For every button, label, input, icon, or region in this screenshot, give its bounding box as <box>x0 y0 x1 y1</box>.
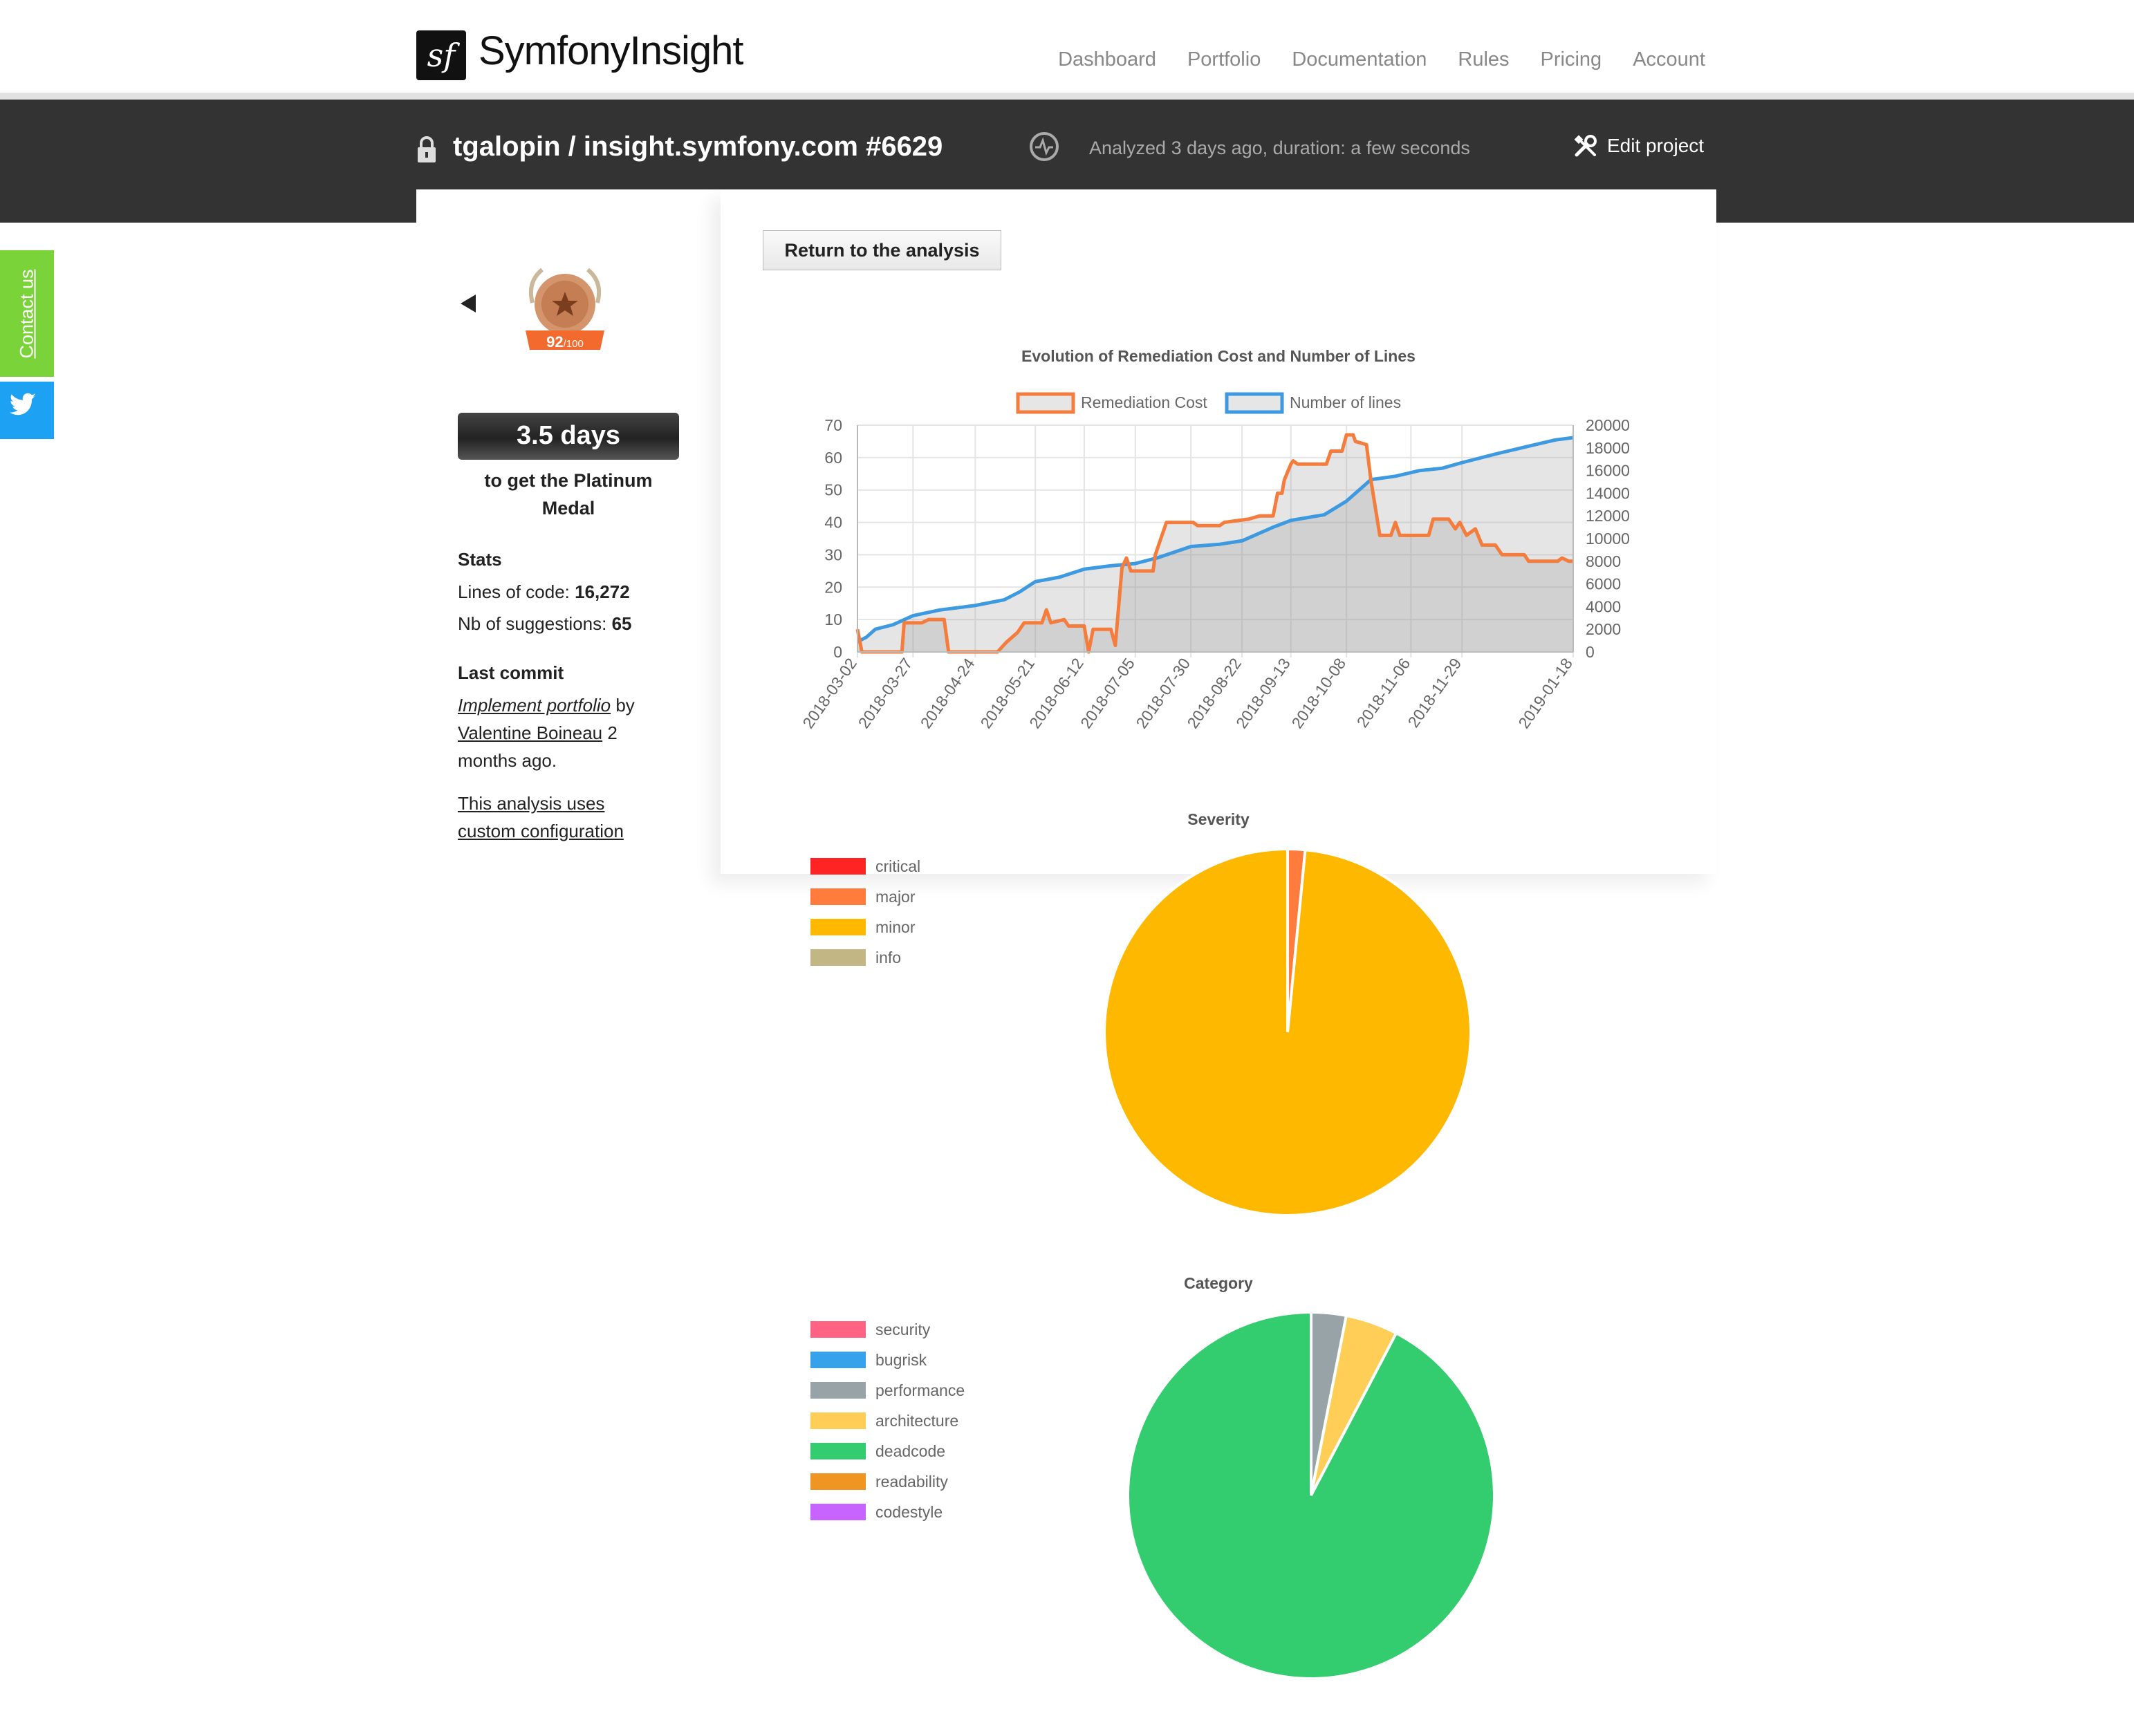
top-header: sf SymfonyInsight Dashboard Portfolio Do… <box>0 0 2134 100</box>
twitter-icon <box>9 393 37 416</box>
pie-slice <box>1310 1310 1348 1496</box>
category-chart-title: Category <box>1184 1274 1253 1292</box>
nav-dashboard[interactable]: Dashboard <box>1058 48 1156 71</box>
last-commit-info: Implement portfolio by Valentine Boineau… <box>458 691 658 774</box>
legend-swatch <box>810 1473 866 1490</box>
legend-swatch <box>810 1443 866 1459</box>
custom-config-link[interactable]: This analysis uses custom configuration <box>458 793 624 841</box>
nav-account[interactable]: Account <box>1633 48 1705 71</box>
commit-by: by <box>615 695 635 716</box>
legend-swatch <box>810 1352 866 1368</box>
legend-label: readability <box>875 1473 948 1491</box>
legend-label: security <box>875 1320 931 1338</box>
custom-config-info: This analysis uses custom configuration <box>458 790 658 845</box>
legend-label: minor <box>875 918 916 936</box>
category-legend: security bugrisk performance architecture de… <box>810 1320 965 1521</box>
contact-us-label: Contact us <box>16 268 37 359</box>
legend-swatch <box>810 1504 866 1520</box>
nav-portfolio[interactable]: Portfolio <box>1187 48 1261 71</box>
return-to-analysis-button[interactable]: Return to the analysis <box>763 230 1001 270</box>
legend-label: major <box>875 888 916 906</box>
stats-title: Stats <box>458 549 502 570</box>
edit-project-button[interactable]: Edit project <box>1574 134 1704 158</box>
platinum-caption: to get the Platinum Medal <box>484 470 653 519</box>
commit-message-link[interactable]: Implement portfolio <box>458 695 611 716</box>
last-commit-title: Last commit <box>458 662 564 683</box>
suggestions-value: 65 <box>611 613 632 634</box>
project-title[interactable]: tgalopin / insight.symfony.com #6629 <box>453 131 943 162</box>
legend-label: bugrisk <box>875 1351 927 1369</box>
previous-analysis-arrow-icon[interactable] <box>461 295 476 312</box>
legend-label: deadcode <box>875 1442 945 1460</box>
nav-documentation[interactable]: Documentation <box>1292 48 1427 71</box>
legend-swatch <box>810 949 866 966</box>
legend-swatch <box>810 888 866 905</box>
lines-of-code-stat: Lines of code: 16,272 <box>458 581 630 603</box>
pie-slice <box>1286 847 1307 1033</box>
medal-score: 92 <box>546 333 563 351</box>
analyzed-info: Analyzed 3 days ago, duration: a few sec… <box>1089 138 1470 158</box>
nav-pricing[interactable]: Pricing <box>1540 48 1602 71</box>
legend-label: codestyle <box>875 1503 943 1521</box>
contact-us-tab[interactable]: Contact us <box>0 250 54 377</box>
main-panel <box>721 189 1716 874</box>
legend-label: info <box>875 949 901 967</box>
edit-project-label: Edit project <box>1607 135 1705 156</box>
symfony-logo-icon[interactable]: sf <box>416 30 466 80</box>
category-chart: Category security bugrisk performance archi… <box>810 1274 1496 1680</box>
suggestions-stat: Nb of suggestions: 65 <box>458 613 632 635</box>
legend-label: performance <box>875 1381 965 1399</box>
analysis-status-icon <box>1030 132 1059 161</box>
main-nav: Dashboard Portfolio Documentation Rules … <box>1058 48 1705 71</box>
twitter-button[interactable] <box>0 382 54 439</box>
pie-slice <box>1103 847 1472 1217</box>
svg-text:92/100: 92/100 <box>546 333 584 351</box>
commit-ago: 2 months ago. <box>458 722 618 771</box>
legend-swatch <box>810 1412 866 1429</box>
pie-slice <box>1126 1310 1496 1680</box>
lock-icon <box>418 136 436 162</box>
logo-text[interactable]: SymfonyInsight <box>479 28 744 73</box>
legend-swatch <box>810 919 866 935</box>
bronze-medal-icon: 92/100 <box>526 268 604 351</box>
legend-swatch <box>810 1321 866 1338</box>
severity-pie <box>1103 847 1472 1217</box>
tools-icon <box>1574 135 1597 157</box>
pie-slice <box>1310 1314 1398 1496</box>
legend-label: architecture <box>875 1412 958 1430</box>
nav-rules[interactable]: Rules <box>1458 48 1510 71</box>
lines-value: 16,272 <box>575 581 630 602</box>
category-pie <box>1126 1310 1496 1680</box>
suggestions-label: Nb of suggestions: <box>458 613 607 634</box>
commit-author-link[interactable]: Valentine Boineau <box>458 722 603 743</box>
legend-swatch <box>810 1382 866 1399</box>
days-to-platinum-badge: 3.5 days <box>458 413 679 460</box>
medal-max: /100 <box>564 338 584 350</box>
lines-label: Lines of code: <box>458 581 570 602</box>
